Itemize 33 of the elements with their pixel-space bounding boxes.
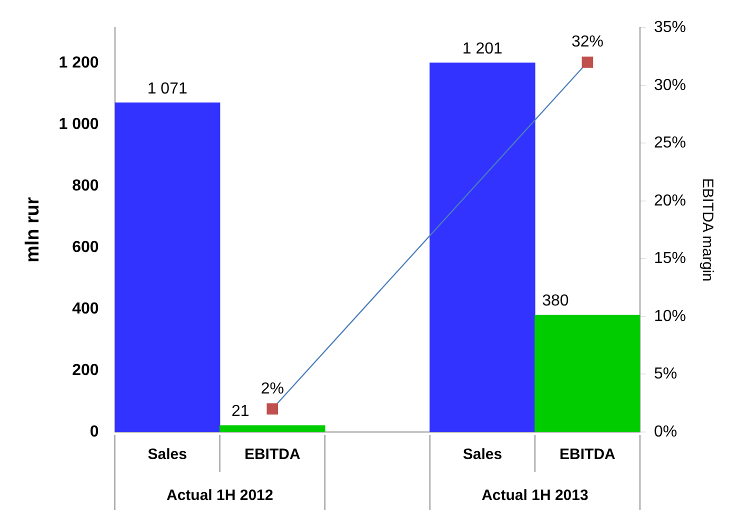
- y2-tick-label: 15%: [654, 250, 686, 268]
- bar: [430, 62, 536, 432]
- bar: [114, 102, 220, 432]
- y-tick-label: 1 200: [58, 54, 99, 72]
- y-tick-label: 800: [72, 178, 99, 195]
- y2-tick-label: 35%: [654, 19, 686, 36]
- data-label: 21: [231, 402, 250, 420]
- x-tick-label: EBITDA: [244, 446, 300, 464]
- y2-tick-label: 30%: [654, 76, 686, 94]
- bar: [220, 425, 326, 432]
- y2-tick-label: 20%: [654, 192, 686, 210]
- y-tick-label: 200: [72, 362, 99, 379]
- y-axis-title: mln rur: [22, 196, 44, 263]
- data-label: 380: [542, 292, 569, 310]
- y-tick-label: 600: [72, 239, 99, 256]
- y-tick-label: 0: [90, 423, 99, 440]
- y-tick-label: 400: [72, 300, 99, 318]
- data-label: 1 201: [462, 40, 503, 58]
- y-tick-label: 1 000: [58, 116, 99, 134]
- x-tick-label: EBITDA: [560, 446, 616, 464]
- y2-tick-label: 5%: [654, 366, 678, 383]
- x-tick-label: Sales: [148, 446, 187, 464]
- y2-axis-title: EBITDA margin: [698, 178, 716, 282]
- y2-tick-label: 0%: [654, 423, 678, 440]
- data-label: 2%: [260, 380, 284, 398]
- y2-tick-label: 25%: [654, 134, 686, 152]
- text: Actual 1H 2013: [482, 487, 588, 504]
- y2-tick-label: 10%: [654, 308, 686, 325]
- x-tick-label: Sales: [462, 446, 502, 464]
- text: Actual 1H 2012: [166, 487, 274, 504]
- data-label: 1 071: [147, 80, 188, 98]
- data-label: 32%: [571, 34, 604, 51]
- bar: [534, 314, 640, 432]
